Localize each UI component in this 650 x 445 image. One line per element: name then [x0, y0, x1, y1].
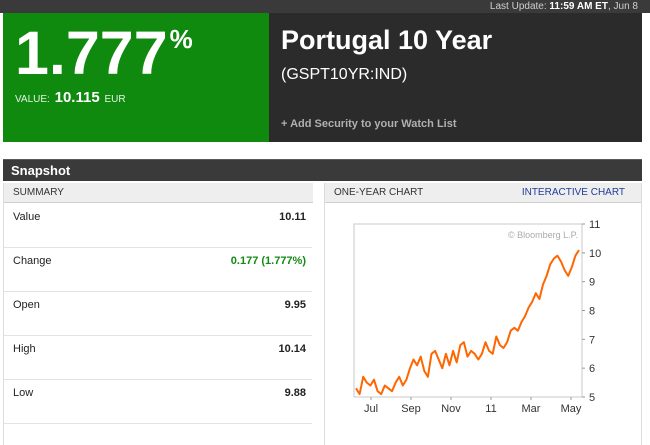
change-percent-value: 1.777: [15, 19, 168, 87]
table-row: Change 0.177 (1.777%): [4, 248, 312, 292]
row-value: 10.14: [278, 343, 306, 355]
x-tick-label: 11: [485, 403, 496, 415]
table-row: High 10.14: [4, 336, 312, 380]
interactive-chart-link[interactable]: INTERACTIVE CHART: [521, 187, 625, 198]
chart-header: ONE-YEAR CHART INTERACTIVE CHART: [325, 183, 641, 203]
series-line: [355, 249, 580, 396]
x-tick-label: Nov: [441, 403, 461, 415]
y-tick-label: 11: [589, 219, 600, 231]
row-label: Low: [13, 387, 34, 399]
quote-value: 10.115: [54, 89, 100, 106]
snapshot-header: Snapshot: [3, 159, 642, 181]
one-year-chart-panel: ONE-YEAR CHART INTERACTIVE CHART © Bloom…: [324, 183, 642, 445]
row-label: Open: [13, 299, 40, 311]
summary-header: SUMMARY: [4, 183, 313, 203]
security-info-panel: Portugal 10 Year (GSPT10YR:IND) + Add Se…: [269, 13, 642, 142]
row-value: 10.11: [279, 211, 306, 223]
table-row: Low 9.88: [4, 380, 312, 424]
security-ticker: (GSPT10YR:IND): [281, 66, 408, 83]
security-name: Portugal 10 Year: [281, 25, 493, 55]
change-percent: 1.777%: [15, 23, 193, 96]
add-to-watchlist-link[interactable]: + Add Security to your Watch List: [281, 118, 457, 130]
x-tick-label: Sep: [401, 403, 421, 415]
x-tick-label: Jul: [364, 403, 378, 415]
last-update-label: Last Update:: [489, 1, 547, 12]
currency: EUR: [104, 94, 126, 105]
x-tick-label: May: [561, 403, 582, 415]
chart-title: ONE-YEAR CHART: [334, 187, 424, 198]
row-label: High: [13, 343, 36, 355]
y-tick-label: 9: [589, 277, 595, 289]
quote-change-panel: 1.777% VALUE: 10.115 EUR: [3, 13, 269, 142]
last-update-time: 11:59 AM ET: [549, 1, 608, 12]
row-value: 9.95: [284, 299, 306, 311]
x-tick-label: Mar: [522, 403, 541, 415]
summary-table: SUMMARY Value 10.11 Change 0.177 (1.777%…: [3, 183, 313, 445]
table-row: Value 10.11: [4, 204, 312, 248]
value-label: VALUE:: [15, 94, 50, 105]
row-label: Value: [13, 211, 41, 223]
y-tick-label: 5: [589, 392, 595, 404]
y-tick-label: 6: [589, 363, 595, 375]
last-update-bar: Last Update: 11:59 AM ET, Jun 8: [0, 0, 650, 13]
row-value: 9.88: [284, 387, 306, 399]
quote-value-line: VALUE: 10.115 EUR: [15, 89, 126, 106]
percent-symbol: %: [169, 24, 193, 54]
row-value: 0.177 (1.777%): [230, 255, 306, 267]
last-update-date: , Jun 8: [607, 1, 638, 12]
y-tick-label: 10: [589, 248, 601, 260]
table-row: Open 9.95: [4, 292, 312, 336]
y-tick-label: 8: [589, 306, 595, 318]
row-label: Change: [13, 255, 52, 267]
line-chart: © Bloomberg L.P. 5 6 7 8 9 10 11 Jul Sep Nov 11 Mar…: [353, 219, 601, 415]
chart-watermark: © Bloomberg L.P.: [508, 230, 578, 240]
y-tick-label: 7: [589, 334, 595, 346]
plot-area: [353, 223, 583, 398]
